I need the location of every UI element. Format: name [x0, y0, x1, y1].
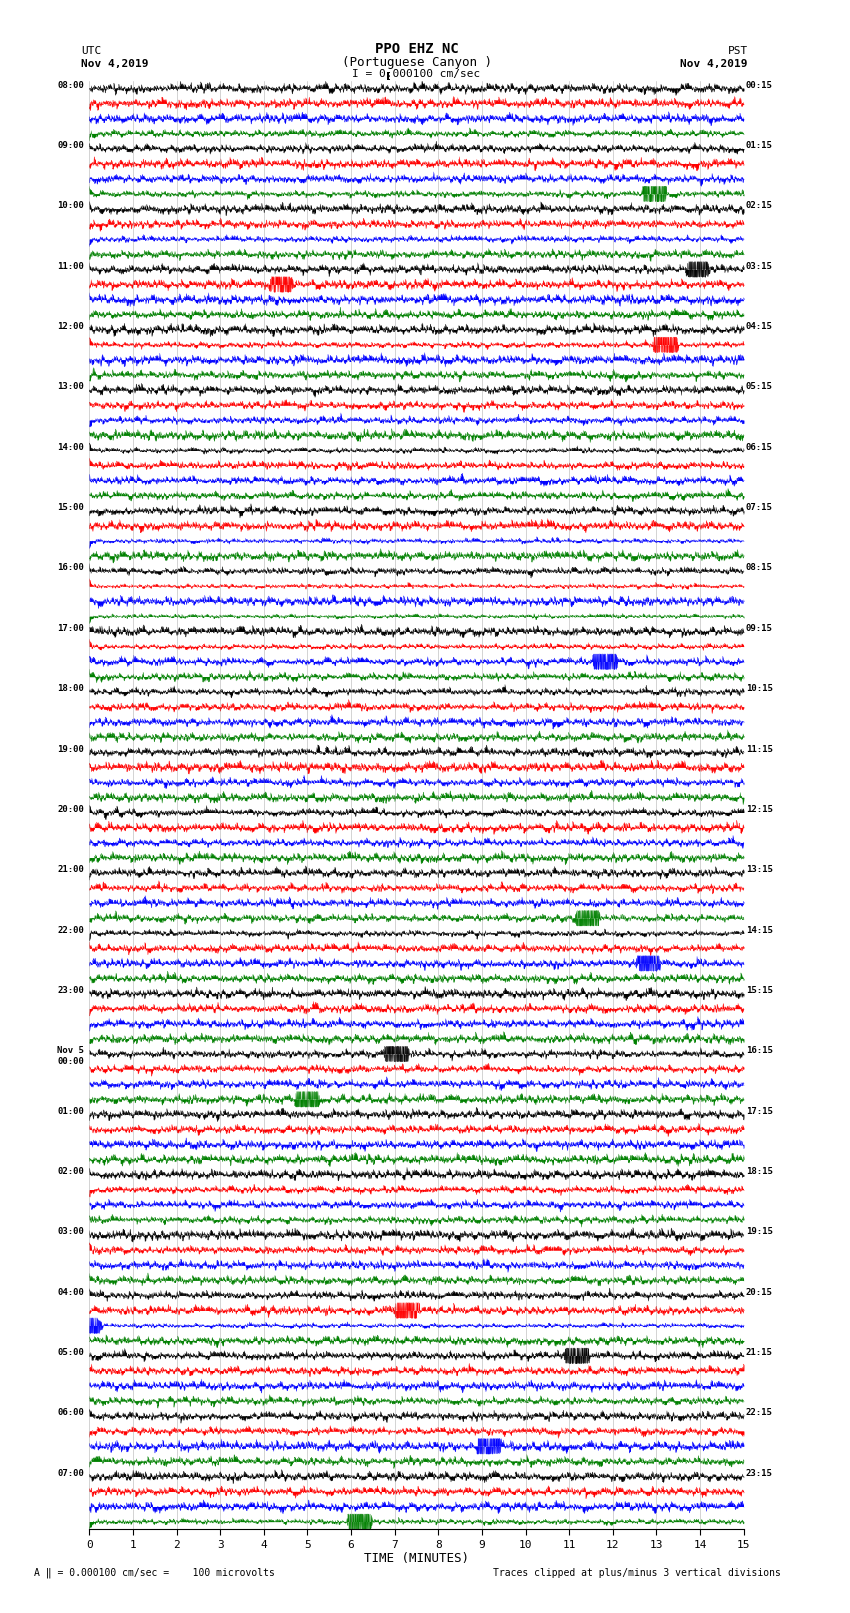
Text: 11:00: 11:00 [57, 261, 84, 271]
Text: 18:15: 18:15 [745, 1168, 773, 1176]
Text: 13:15: 13:15 [745, 865, 773, 874]
Text: 21:15: 21:15 [745, 1348, 773, 1357]
Text: 03:00: 03:00 [57, 1227, 84, 1236]
Text: 01:00: 01:00 [57, 1107, 84, 1116]
Text: 15:15: 15:15 [745, 986, 773, 995]
Text: 16:00: 16:00 [57, 563, 84, 573]
Text: PST: PST [728, 47, 748, 56]
Text: 22:15: 22:15 [745, 1408, 773, 1418]
Text: 12:15: 12:15 [745, 805, 773, 815]
Text: 20:15: 20:15 [745, 1287, 773, 1297]
Text: 12:00: 12:00 [57, 323, 84, 331]
Text: 03:15: 03:15 [745, 261, 773, 271]
Text: 09:00: 09:00 [57, 140, 84, 150]
Text: 21:00: 21:00 [57, 865, 84, 874]
Text: 02:00: 02:00 [57, 1168, 84, 1176]
Text: Nov 4,2019: Nov 4,2019 [681, 60, 748, 69]
Text: 15:00: 15:00 [57, 503, 84, 511]
Text: 00:15: 00:15 [745, 81, 773, 90]
Text: 17:00: 17:00 [57, 624, 84, 632]
Text: 06:15: 06:15 [745, 444, 773, 452]
Text: I = 0.000100 cm/sec: I = 0.000100 cm/sec [353, 69, 480, 79]
Text: 10:15: 10:15 [745, 684, 773, 694]
Text: 05:15: 05:15 [745, 382, 773, 392]
Text: 02:15: 02:15 [745, 202, 773, 210]
Text: 18:00: 18:00 [57, 684, 84, 694]
Text: 11:15: 11:15 [745, 745, 773, 753]
Text: 17:15: 17:15 [745, 1107, 773, 1116]
Text: 06:00: 06:00 [57, 1408, 84, 1418]
Text: 10:00: 10:00 [57, 202, 84, 210]
Text: 19:15: 19:15 [745, 1227, 773, 1236]
Text: PPO EHZ NC: PPO EHZ NC [375, 42, 458, 56]
Text: 04:00: 04:00 [57, 1287, 84, 1297]
Text: (Portuguese Canyon ): (Portuguese Canyon ) [342, 56, 491, 69]
Text: UTC: UTC [81, 47, 101, 56]
Text: Traces clipped at plus/minus 3 vertical divisions: Traces clipped at plus/minus 3 vertical … [493, 1568, 781, 1578]
Text: 01:15: 01:15 [745, 140, 773, 150]
Text: 07:15: 07:15 [745, 503, 773, 511]
Text: 20:00: 20:00 [57, 805, 84, 815]
Text: 08:00: 08:00 [57, 81, 84, 90]
X-axis label: TIME (MINUTES): TIME (MINUTES) [364, 1552, 469, 1565]
Text: 16:15: 16:15 [745, 1047, 773, 1055]
Text: 23:15: 23:15 [745, 1469, 773, 1478]
Text: Nov 5
00:00: Nov 5 00:00 [57, 1047, 84, 1066]
Text: A ‖ = 0.000100 cm/sec =    100 microvolts: A ‖ = 0.000100 cm/sec = 100 microvolts [34, 1566, 275, 1578]
Text: 13:00: 13:00 [57, 382, 84, 392]
Text: 07:00: 07:00 [57, 1469, 84, 1478]
Text: 04:15: 04:15 [745, 323, 773, 331]
Text: 14:00: 14:00 [57, 444, 84, 452]
Text: Nov 4,2019: Nov 4,2019 [81, 60, 148, 69]
Text: 09:15: 09:15 [745, 624, 773, 632]
Text: 08:15: 08:15 [745, 563, 773, 573]
Text: 05:00: 05:00 [57, 1348, 84, 1357]
Text: 22:00: 22:00 [57, 926, 84, 934]
Text: 19:00: 19:00 [57, 745, 84, 753]
Text: 14:15: 14:15 [745, 926, 773, 934]
Text: 23:00: 23:00 [57, 986, 84, 995]
